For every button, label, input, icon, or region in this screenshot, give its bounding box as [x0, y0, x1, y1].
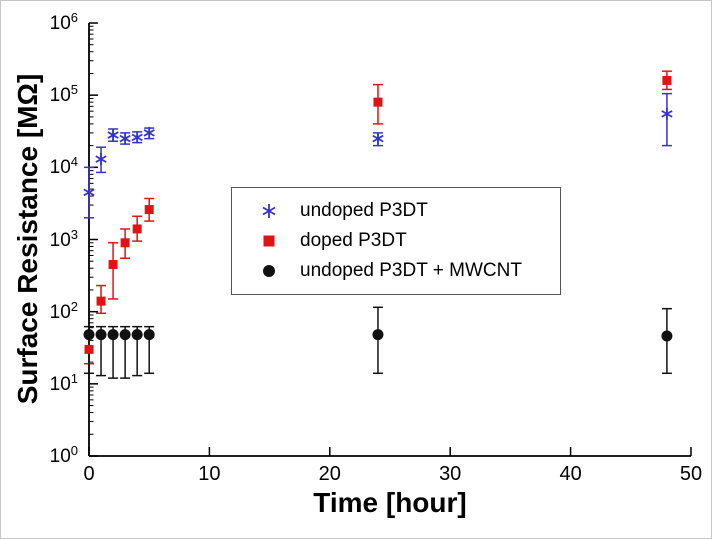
legend-item: undoped P3DT + MWCNT [252, 256, 554, 286]
asterisk-marker [661, 110, 673, 118]
circle-marker [83, 329, 95, 341]
asterisk-marker [83, 188, 95, 197]
square-marker [144, 205, 154, 215]
square-marker [120, 238, 130, 248]
x-axis-label: Time [hour] [313, 487, 467, 518]
square-marker [84, 344, 94, 354]
legend-item: undoped P3DT [252, 196, 554, 226]
x-tick-label: 40 [559, 463, 582, 485]
square-marker [662, 75, 672, 85]
square-marker [263, 235, 275, 247]
asterisk-marker-icon [262, 204, 276, 218]
circle-marker [263, 265, 275, 277]
y-tick-label: 106 [49, 9, 78, 35]
y-tick-label: 102 [49, 298, 78, 323]
legend-item: doped P3DT [252, 226, 554, 256]
y-tick-label: 104 [49, 154, 78, 179]
circle-marker [95, 329, 107, 341]
circle-marker-icon [263, 265, 275, 277]
circle-marker [107, 329, 119, 341]
legend-label: undoped P3DT [300, 200, 428, 221]
circle-marker [143, 329, 155, 341]
y-axis-label: Surface Resistance [MΩ] [12, 73, 43, 405]
asterisk-marker [119, 134, 131, 143]
asterisk-marker [262, 206, 276, 216]
y-tick-label: 100 [49, 442, 78, 468]
circle-marker [661, 330, 673, 342]
circle-marker [131, 329, 143, 341]
asterisk-marker [95, 155, 107, 163]
x-tick-label: 0 [83, 463, 95, 485]
legend-label: undoped P3DT + MWCNT [300, 260, 522, 281]
asterisk-marker [143, 129, 155, 137]
asterisk-marker [107, 131, 119, 139]
y-tick-label: 103 [49, 226, 78, 251]
circle-marker [372, 329, 384, 341]
x-tick-label: 10 [198, 463, 221, 485]
legend: undoped P3DT doped P3DT undoped P3DT + M… [231, 187, 561, 295]
y-tick-label: 105 [49, 81, 78, 107]
circle-marker [119, 329, 131, 341]
square-marker [373, 97, 383, 107]
asterisk-marker [131, 133, 143, 142]
square-marker [108, 260, 118, 270]
asterisk-marker [372, 134, 384, 143]
square-marker [96, 296, 106, 306]
x-tick-label: 20 [318, 463, 341, 485]
x-tick-label: 50 [679, 463, 703, 485]
legend-label: doped P3DT [300, 230, 407, 251]
x-tick-label: 30 [439, 463, 462, 485]
square-marker [132, 224, 142, 234]
y-tick-label: 101 [49, 370, 78, 395]
square-marker-icon [263, 235, 275, 247]
